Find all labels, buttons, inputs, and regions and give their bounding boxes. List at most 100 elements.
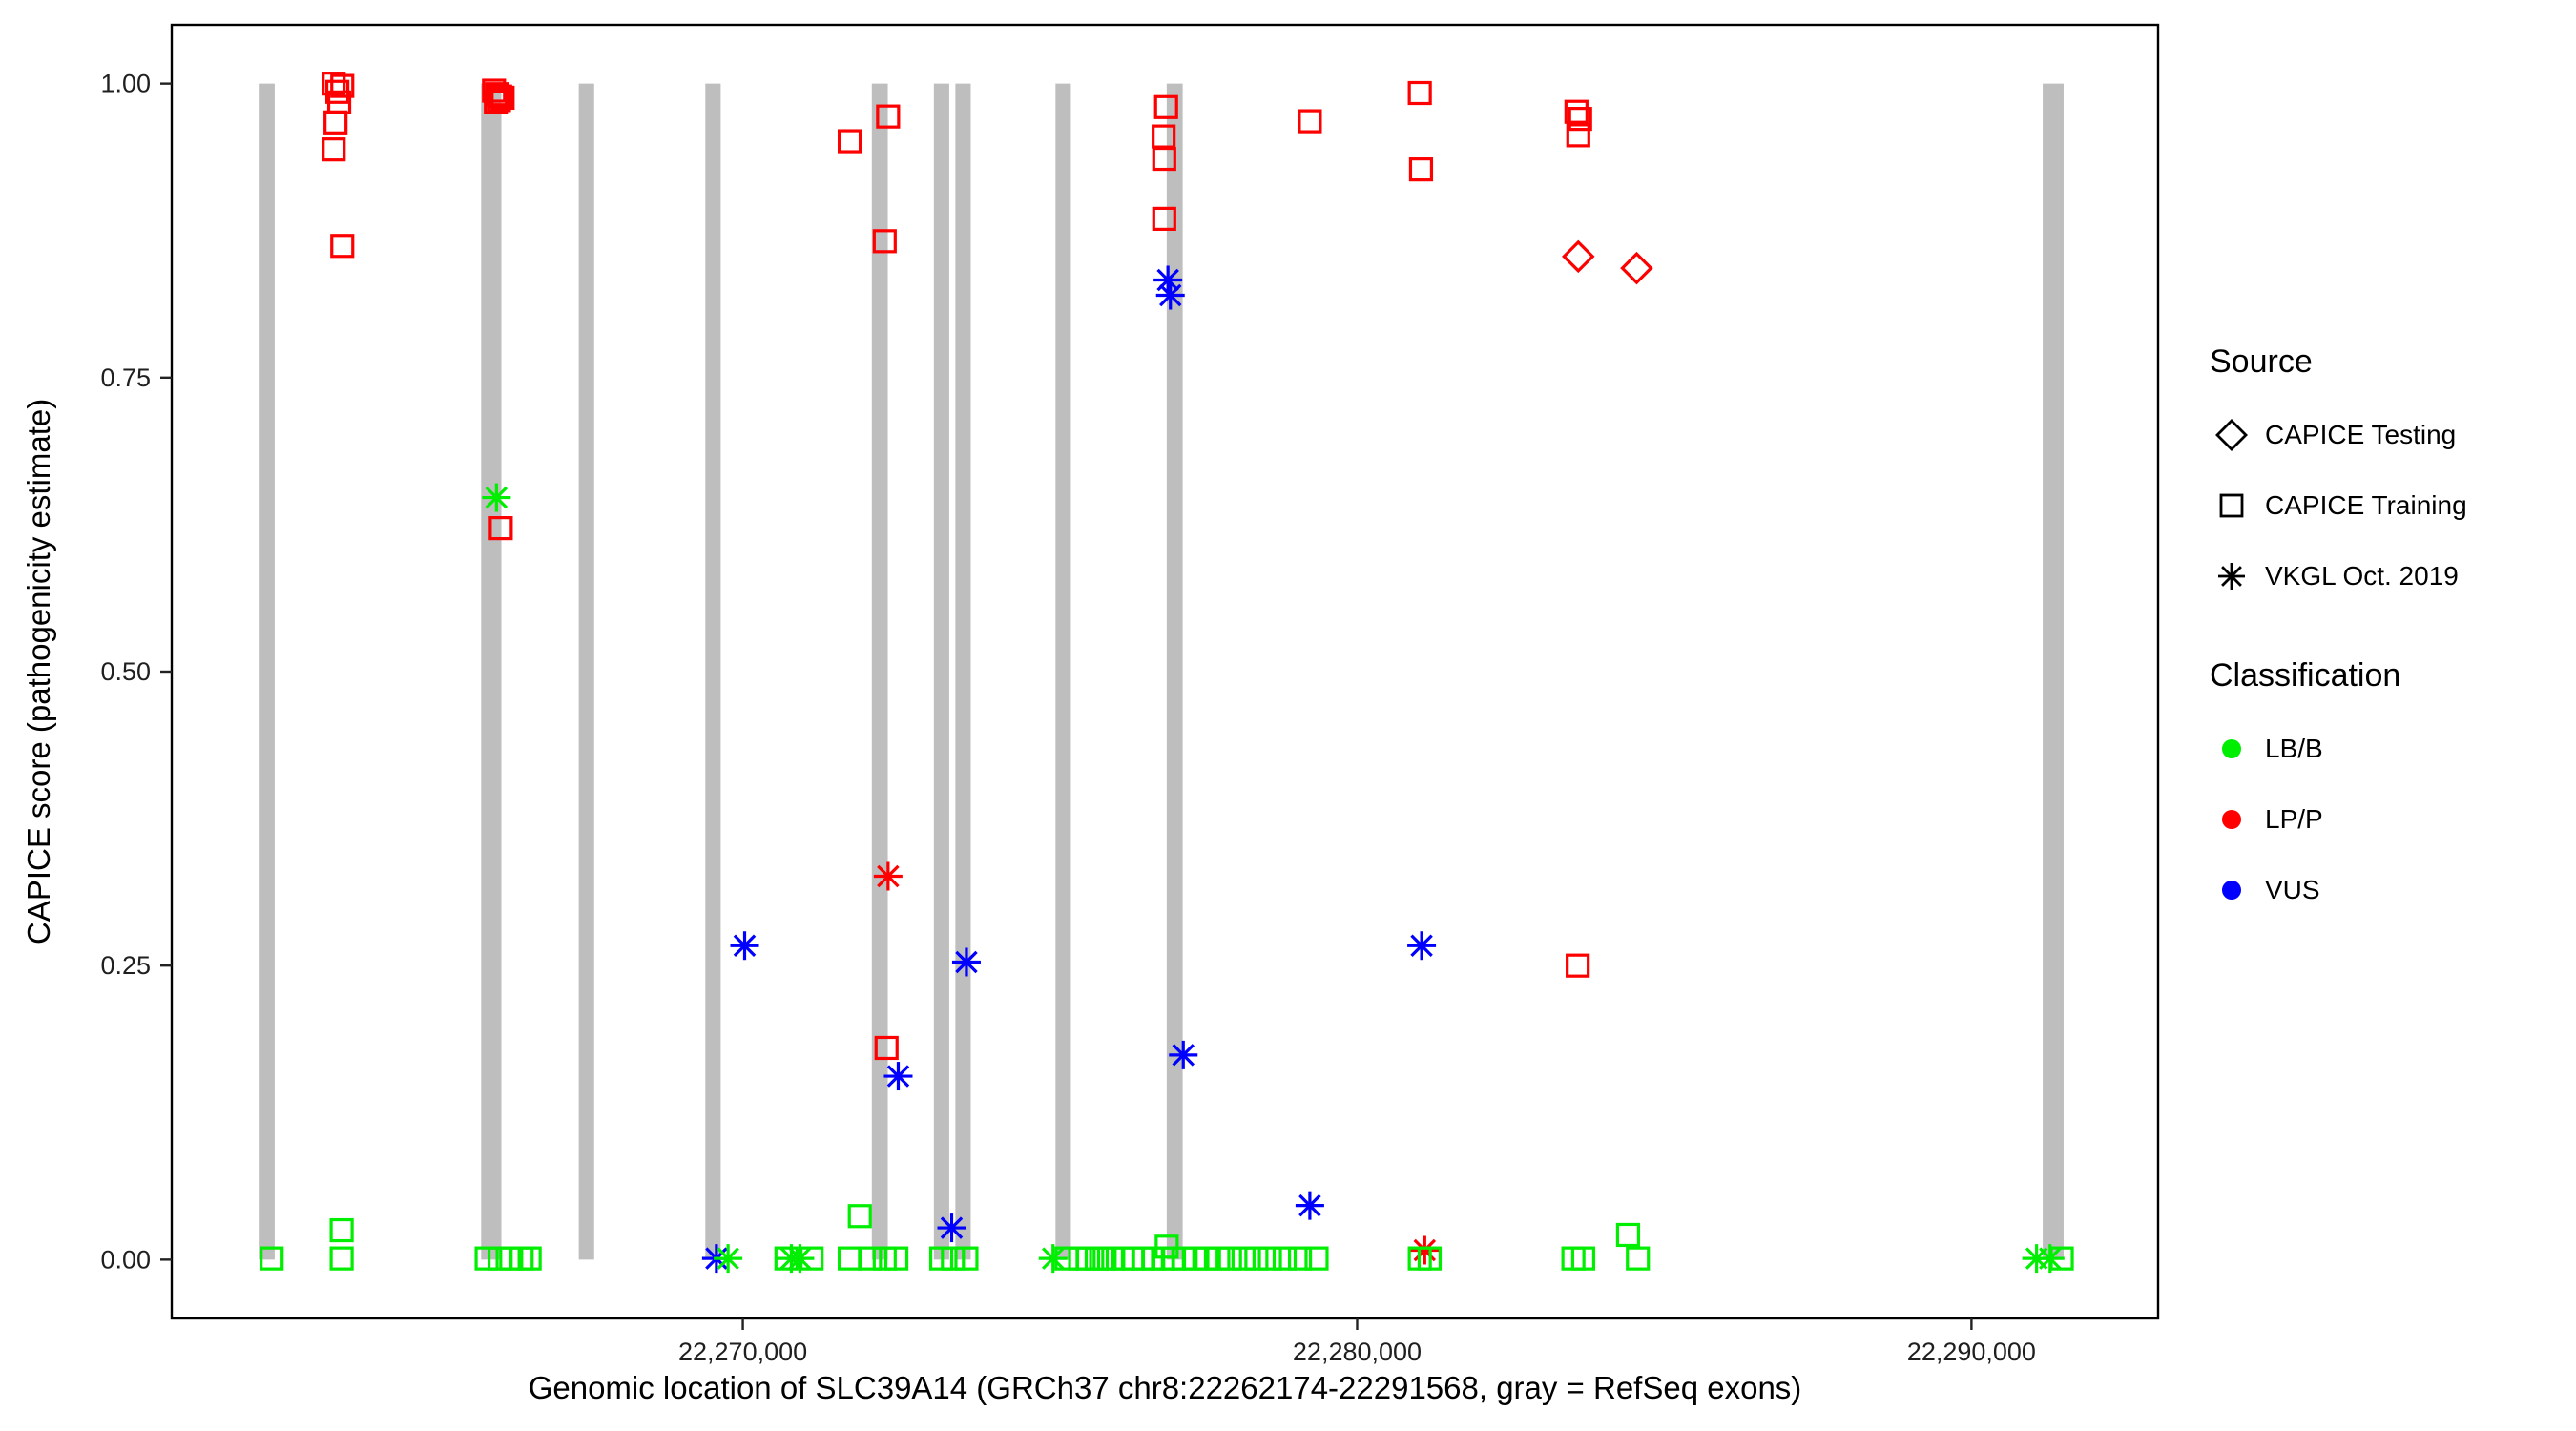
diamond-icon <box>2210 413 2254 457</box>
exon-bar <box>933 83 949 1260</box>
point-square <box>883 1246 909 1271</box>
point-square <box>872 229 897 254</box>
point-square <box>1566 953 1590 978</box>
point-square <box>800 1246 824 1271</box>
y-tick-label: 0.00 <box>100 1245 151 1274</box>
point-diamond <box>1620 251 1653 285</box>
point-square <box>322 137 346 162</box>
point-asterisk <box>482 483 511 512</box>
point-asterisk <box>714 1244 743 1274</box>
y-tick-label: 1.00 <box>100 70 151 98</box>
point-square <box>484 90 509 114</box>
point-diamond <box>1562 239 1595 274</box>
point-square <box>858 1246 883 1271</box>
point-square <box>517 1246 542 1271</box>
green-dot-icon <box>2210 727 2254 771</box>
point-square <box>1407 80 1432 106</box>
exon-bar <box>259 83 275 1260</box>
point-square <box>1417 1246 1443 1271</box>
point-square <box>1231 1246 1256 1271</box>
y-tick-label: 0.75 <box>100 363 151 392</box>
red-dot-icon <box>2210 798 2254 841</box>
exon-bar <box>1055 83 1071 1260</box>
point-square <box>474 1246 499 1271</box>
point-asterisk <box>1155 280 1185 310</box>
point-square <box>954 1246 979 1271</box>
point-square <box>1408 157 1434 182</box>
point-asterisk <box>730 931 759 961</box>
point-square <box>1244 1246 1269 1271</box>
x-tick-label: 22,280,000 <box>1293 1338 1422 1366</box>
legend-panel: Source CAPICE Testing CAPICE Training VK… <box>2210 343 2467 925</box>
point-square <box>487 88 511 113</box>
legend-source-title: Source <box>2210 343 2313 380</box>
point-square <box>260 1246 284 1271</box>
x-tick-label: 22,270,000 <box>678 1338 807 1366</box>
point-square <box>322 72 346 96</box>
point-square <box>1152 206 1176 231</box>
y-tick-label: 0.50 <box>100 657 151 686</box>
point-square <box>1566 123 1590 148</box>
point-square <box>1257 1246 1282 1271</box>
point-square <box>1304 1246 1329 1271</box>
point-asterisk <box>1407 931 1437 961</box>
point-square <box>1626 1246 1651 1271</box>
point-square <box>941 1246 966 1271</box>
point-asterisk <box>1038 1244 1068 1274</box>
point-square <box>330 73 355 98</box>
legend-item-label: VUS <box>2265 875 2320 904</box>
point-asterisk <box>951 947 981 977</box>
exon-bar <box>481 83 502 1260</box>
legend-item-label: VKGL Oct. 2019 <box>2265 561 2459 591</box>
point-square <box>1154 1234 1179 1259</box>
point-square <box>490 85 515 111</box>
x-tick-label: 22,290,000 <box>1907 1338 2036 1366</box>
point-square <box>1152 146 1176 172</box>
point-square <box>838 1246 862 1271</box>
legend-item-label: CAPICE Training <box>2265 490 2467 520</box>
legend-item-vus: VUS <box>2210 855 2467 925</box>
point-asterisk <box>873 861 903 891</box>
legend-item-lbb: LB/B <box>2210 714 2467 784</box>
point-square <box>2049 1246 2074 1271</box>
legend-item-label: CAPICE Testing <box>2265 420 2457 449</box>
legend-item-lpp: LP/P <box>2210 784 2467 855</box>
point-square <box>1217 1246 1242 1271</box>
x-axis-title: Genomic location of SLC39A14 (GRCh37 chr… <box>528 1370 1802 1405</box>
legend-item-label: LB/B <box>2265 734 2323 763</box>
point-asterisk <box>1295 1191 1324 1220</box>
square-icon <box>2210 484 2254 528</box>
point-square <box>1272 1246 1298 1271</box>
point-asterisk <box>1410 1235 1440 1265</box>
y-axis-title: CAPICE score (pathogenicity estimate) <box>21 398 56 945</box>
point-square <box>874 1035 899 1061</box>
exon-bar <box>705 83 721 1260</box>
point-asterisk <box>883 1062 913 1091</box>
legend-classification-title: Classification <box>2210 657 2401 694</box>
legend-item-vkgl: VKGL Oct. 2019 <box>2210 541 2467 612</box>
legend-item-capice-training: CAPICE Training <box>2210 470 2467 541</box>
exon-bar <box>1166 83 1183 1260</box>
point-asterisk <box>1153 265 1183 295</box>
point-square <box>1153 94 1178 119</box>
legend-item-label: LP/P <box>2265 804 2323 834</box>
exon-bar <box>578 83 594 1260</box>
point-square <box>329 1246 354 1271</box>
point-square <box>1615 1222 1641 1248</box>
asterisk-icon <box>2210 554 2254 598</box>
blue-dot-icon <box>2210 868 2254 912</box>
point-square <box>1287 1246 1313 1271</box>
point-square <box>1298 109 1322 134</box>
exon-bar <box>2043 83 2064 1260</box>
point-asterisk <box>937 1213 966 1243</box>
point-square <box>838 129 862 154</box>
point-square <box>1564 99 1589 124</box>
panel-border <box>170 23 2160 1320</box>
exon-bar <box>955 83 971 1260</box>
point-square <box>1568 107 1592 132</box>
point-square <box>330 234 355 259</box>
point-asterisk <box>1169 1040 1198 1069</box>
point-square <box>323 110 348 135</box>
legend-item-capice-testing: CAPICE Testing <box>2210 400 2467 470</box>
